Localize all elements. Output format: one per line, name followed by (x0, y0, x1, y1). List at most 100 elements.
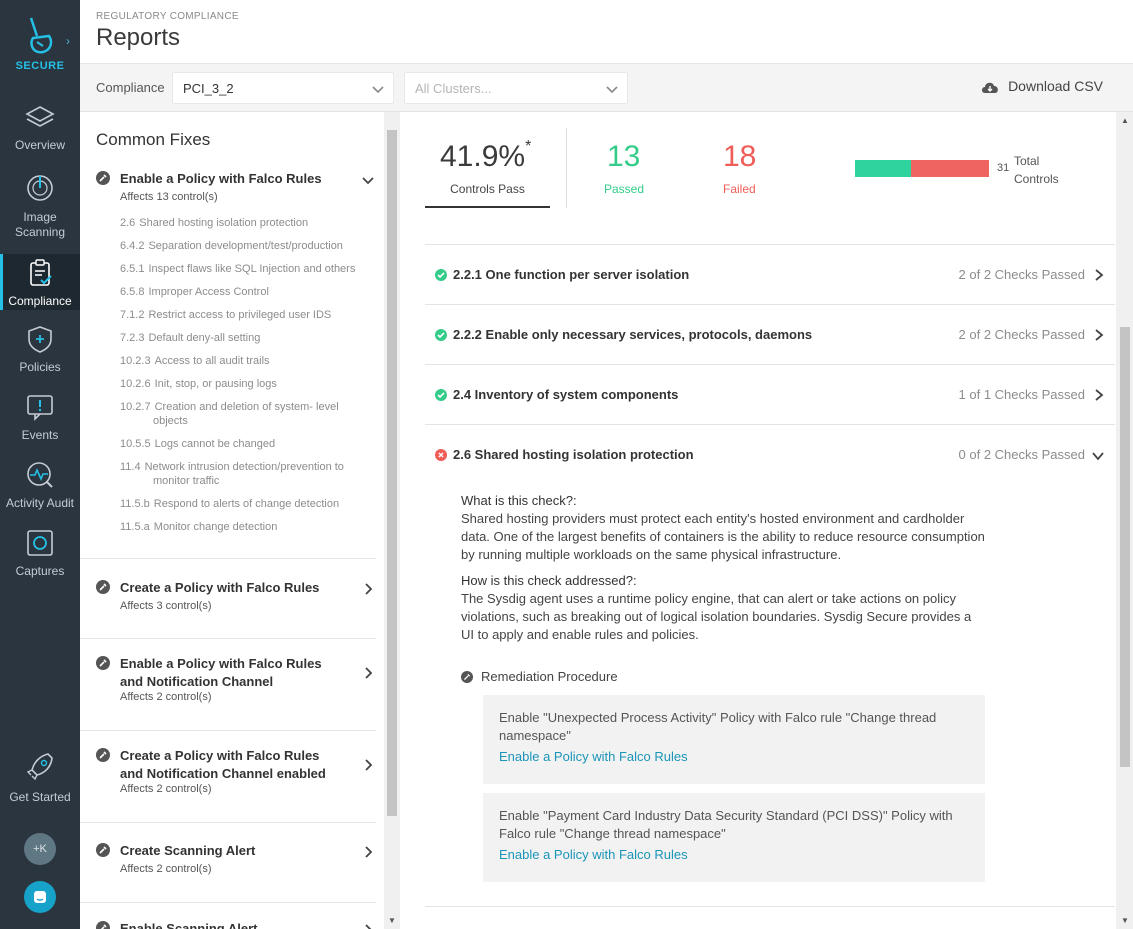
controls-pass-label[interactable]: Controls Pass (450, 182, 525, 196)
fix-title: Enable Scanning Alert (120, 921, 258, 929)
control-title: 2.2.1 One function per server isolation (453, 267, 690, 282)
check-addressed: How is this check addressed?: The Sysdig… (461, 572, 986, 644)
chevron-right-icon[interactable] (360, 581, 376, 597)
fix-affects: Affects 13 control(s) (120, 191, 218, 203)
brand-label: SECURE (15, 60, 65, 72)
control-row[interactable]: 2.6 Shared hosting isolation protection … (425, 424, 1115, 484)
divider (80, 822, 376, 823)
how-question: How is this check addressed?: (461, 573, 637, 588)
control-list-item: 10.2.7 Creation and deletion of system- l… (120, 401, 339, 427)
control-list-item: 10.2.3 Access to all audit trails (120, 355, 270, 367)
avatar[interactable]: +K (24, 833, 56, 865)
alert-chat-icon (27, 395, 53, 421)
passed-label: Passed (604, 182, 645, 196)
fix-title: Create a Policy with Falco Rules (120, 580, 320, 595)
nav-item-policies[interactable]: Policies (0, 324, 80, 380)
control-row[interactable]: 2.2.1 One function per server isolation … (425, 244, 1115, 304)
fix-affects: Affects 3 control(s) (120, 600, 212, 612)
control-row[interactable]: 2.4 Inventory of system components 1 of … (425, 364, 1115, 424)
scroll-up-icon[interactable]: ▲ (1121, 116, 1129, 125)
scrollbar-thumb[interactable] (1120, 327, 1130, 767)
nav-item-activity-audit[interactable]: Activity Audit (0, 460, 80, 516)
passed-count: 13 (607, 140, 641, 173)
wrench-icon (96, 656, 110, 670)
chevron-right-icon[interactable] (360, 665, 376, 681)
activity-icon (27, 462, 53, 488)
scrollbar-thumb[interactable] (387, 130, 397, 816)
remediation-item: Enable "Payment Card Industry Data Secur… (483, 793, 985, 882)
nav-label: Policies (19, 360, 61, 374)
nav-item-overview[interactable]: Overview (0, 104, 80, 160)
fix-item[interactable]: Enable Scanning Alert (96, 920, 376, 929)
fix-item[interactable]: Enable a Policy with Falco Rules and Not… (96, 655, 376, 703)
chevron-right-icon[interactable] (360, 757, 376, 773)
control-list-item: 6.5.1 Inspect flaws like SQL Injection an… (120, 263, 356, 275)
nav-item-image-scanning[interactable]: Image Scanning (0, 172, 80, 240)
control-title: 2.6 Shared hosting isolation protection (453, 447, 694, 462)
remediation-link[interactable]: Enable a Policy with Falco Rules (499, 749, 688, 764)
remediation-link[interactable]: Enable a Policy with Falco Rules (499, 847, 688, 862)
divider (80, 902, 376, 903)
fix-affects: Affects 2 control(s) (120, 863, 212, 875)
divider (80, 730, 376, 731)
common-fixes-heading: Common Fixes (96, 130, 211, 149)
fix-item[interactable]: Create Scanning Alert Affects 2 control(… (96, 842, 376, 875)
fix-item[interactable]: Create a Policy with Falco Rules and Not… (96, 747, 376, 795)
chevron-down-icon[interactable] (360, 172, 376, 188)
chevron-right-icon[interactable] (360, 844, 376, 860)
download-csv-button[interactable]: Download CSV (980, 78, 1103, 94)
total-count: 31 (997, 162, 1010, 174)
secure-logo[interactable]: › SECURE (0, 12, 80, 84)
download-csv-label: Download CSV (1008, 78, 1103, 94)
control-list-item: 10.2.6 Init, stop, or pausing logs (120, 378, 277, 390)
layers-icon (25, 106, 55, 127)
scroll-down-icon[interactable]: ▼ (1121, 916, 1129, 925)
compliance-select[interactable]: PCI_3_2 (172, 72, 394, 104)
rocket-icon (26, 753, 53, 781)
nav-item-events[interactable]: Events (0, 392, 80, 448)
fix-item[interactable]: Enable a Policy with Falco Rules Affects… (96, 170, 376, 203)
check-description: What is this check?: Shared hosting prov… (461, 492, 986, 564)
control-row[interactable]: 2.2.2 Enable only necessary services, pr… (425, 304, 1115, 364)
control-list-item: 6.5.8 Improper Access Control (120, 286, 269, 298)
control-list-item: 11.5.b Respond to alerts of change detect… (120, 498, 340, 510)
nav-item-captures[interactable]: Captures (0, 528, 80, 584)
control-checks: 2 of 2 Checks Passed (958, 267, 1085, 282)
fix-item[interactable]: Create a Policy with Falco Rules Affects… (96, 579, 376, 612)
wrench-icon (96, 171, 110, 185)
capture-icon (27, 530, 53, 556)
nav-label: Captures (15, 564, 65, 578)
fix-title: Enable a Policy with Falco Rules (120, 171, 322, 186)
error-circle-icon (435, 449, 447, 461)
control-checks: 2 of 2 Checks Passed (958, 327, 1085, 342)
common-fixes-panel: Common Fixes Enable a Policy with Falco … (80, 112, 400, 929)
controls-pass-percent: 41.9%* (440, 138, 532, 173)
nav-label: Compliance (8, 294, 72, 308)
fixes-scrollbar[interactable]: ▼ (384, 112, 400, 929)
scroll-down-icon[interactable]: ▼ (388, 916, 396, 925)
divider (80, 558, 376, 559)
control-title: 2.4 Inventory of system components (453, 387, 679, 402)
total-label: Total Controls (1014, 154, 1059, 186)
failed-label: Failed (723, 182, 756, 196)
expand-nav-icon[interactable]: › (66, 34, 70, 48)
nav-item-compliance[interactable]: Compliance (0, 254, 80, 310)
clusters-select-placeholder: All Clusters... (415, 81, 492, 96)
control-list-item: 11.5.a Monitor change detection (120, 521, 278, 533)
wrench-icon (96, 580, 110, 594)
chat-button[interactable] (24, 881, 56, 913)
chevron-right-icon (1095, 329, 1104, 341)
control-list-item: 2.6 Shared hosting isolation protection (120, 217, 309, 229)
clusters-select[interactable]: All Clusters... (404, 72, 628, 104)
how-answer: The Sysdig agent uses a runtime policy e… (461, 591, 972, 642)
control-list-item: 10.5.5 Logs cannot be changed (120, 438, 276, 450)
chevron-right-icon[interactable] (360, 922, 376, 929)
nav-item-get-started[interactable]: Get Started (0, 750, 80, 806)
divider (80, 638, 376, 639)
remediation-heading: Remediation Procedure (461, 669, 618, 684)
remediation-text: Enable "Unexpected Process Activity" Pol… (499, 710, 937, 743)
chevron-down-icon (372, 86, 384, 94)
report-scrollbar[interactable]: ▲ ▼ (1116, 112, 1133, 929)
failed-count: 18 (723, 140, 757, 173)
fix-title: Create Scanning Alert (120, 843, 256, 858)
